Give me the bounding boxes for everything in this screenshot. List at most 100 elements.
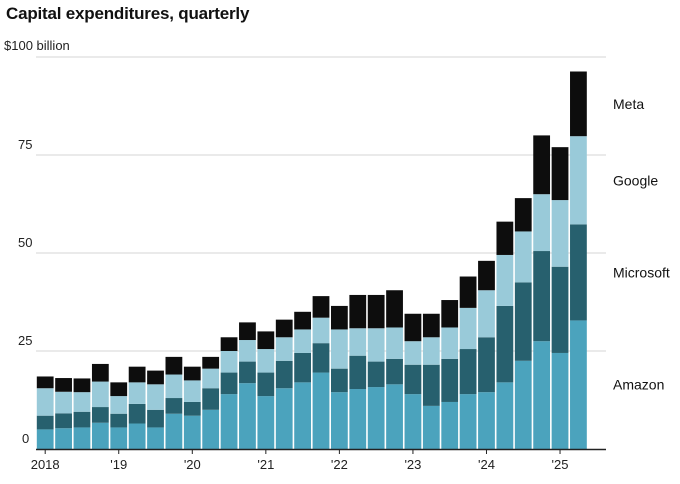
- bar-microsoft: [312, 343, 330, 373]
- y-tick-label: 75: [18, 137, 32, 152]
- bar-meta: [36, 376, 54, 389]
- bar-meta: [422, 313, 440, 338]
- bar-microsoft: [73, 411, 91, 428]
- bar-google: [330, 329, 348, 369]
- bar-microsoft: [422, 364, 440, 406]
- bar-microsoft: [349, 355, 367, 390]
- bar-meta: [386, 290, 403, 328]
- bar-amazon: [147, 427, 164, 449]
- bar-amazon: [36, 429, 54, 449]
- bar-amazon: [73, 427, 91, 449]
- bar-google: [422, 337, 440, 365]
- bar-amazon: [533, 341, 551, 449]
- bar-google: [202, 368, 220, 389]
- y-tick-label: 25: [18, 333, 32, 348]
- x-tick-label: '21: [257, 457, 274, 472]
- bar-microsoft: [478, 337, 495, 393]
- bar-meta: [183, 366, 201, 381]
- bar-microsoft: [294, 352, 312, 383]
- bar-google: [478, 290, 495, 338]
- bar-meta: [570, 71, 587, 137]
- bar-microsoft: [551, 266, 569, 353]
- x-tick-label: '20: [184, 457, 201, 472]
- bar-google: [147, 384, 164, 410]
- bar-google: [294, 329, 312, 353]
- bar-amazon: [570, 320, 587, 449]
- bar-meta: [128, 366, 146, 383]
- bar-meta: [441, 300, 459, 328]
- bar-meta: [110, 382, 128, 397]
- bar-amazon: [496, 382, 514, 449]
- bar-amazon: [183, 415, 201, 449]
- bar-amazon: [404, 394, 422, 449]
- bar-meta: [220, 337, 238, 351]
- bar-microsoft: [459, 349, 477, 395]
- x-tick-label: '25: [552, 457, 569, 472]
- bar-microsoft: [128, 403, 146, 424]
- bar-amazon: [91, 422, 109, 449]
- bar-amazon: [220, 394, 238, 449]
- bar-meta: [312, 296, 330, 318]
- bar-meta: [496, 221, 514, 255]
- x-tick-label: 2018: [31, 457, 60, 472]
- bar-microsoft: [91, 407, 109, 423]
- bar-amazon: [312, 372, 330, 449]
- bar-amazon: [422, 405, 440, 449]
- bar-meta: [330, 305, 348, 330]
- y-unit-label: $100 billion: [4, 38, 70, 53]
- bar-amazon: [128, 423, 146, 449]
- bar-meta: [404, 313, 422, 342]
- bar-meta: [459, 276, 477, 308]
- bar-meta: [165, 356, 183, 375]
- bar-google: [349, 328, 367, 356]
- bar-google: [165, 374, 183, 399]
- x-tick-label: '19: [110, 457, 127, 472]
- bar-amazon: [330, 392, 348, 449]
- bar-microsoft: [275, 360, 293, 389]
- bar-google: [257, 349, 275, 373]
- bar-microsoft: [404, 364, 422, 395]
- x-axis: 2018 '19 '20 '21 '22 '23 '24 '25: [31, 448, 606, 472]
- legend-microsoft: Microsoft: [613, 264, 670, 280]
- y-tick-label: 0: [22, 431, 29, 446]
- bar-microsoft: [257, 372, 275, 397]
- bar-google: [55, 391, 72, 414]
- bar-meta: [367, 294, 385, 329]
- bar-amazon: [551, 352, 569, 449]
- bar-meta: [478, 260, 495, 291]
- bar-google: [404, 341, 422, 365]
- bar-meta: [551, 147, 569, 201]
- bar-google: [312, 317, 330, 344]
- bar-amazon: [514, 360, 532, 449]
- bar-amazon: [459, 394, 477, 449]
- bar-google: [220, 351, 238, 373]
- bar-google: [441, 327, 459, 359]
- legend-amazon: Amazon: [613, 377, 664, 393]
- bar-microsoft: [570, 224, 587, 321]
- bar-amazon: [257, 396, 275, 449]
- bar-microsoft: [165, 398, 183, 414]
- bar-microsoft: [110, 413, 128, 428]
- bar-meta: [73, 378, 91, 393]
- bar-microsoft: [330, 368, 348, 393]
- bar-meta: [147, 370, 164, 385]
- bar-google: [183, 380, 201, 402]
- bar-microsoft: [202, 388, 220, 410]
- bar-google: [459, 307, 477, 350]
- bar-microsoft: [220, 372, 238, 395]
- bar-amazon: [165, 413, 183, 449]
- legend-meta: Meta: [613, 96, 644, 112]
- bar-amazon: [367, 387, 385, 449]
- bar-microsoft: [239, 361, 256, 384]
- bar-amazon: [202, 409, 220, 449]
- x-tick-label: '23: [404, 457, 421, 472]
- bar-microsoft: [36, 415, 54, 430]
- bar-segments: [36, 71, 587, 449]
- bar-amazon: [349, 389, 367, 449]
- bar-meta: [349, 294, 367, 329]
- bar-amazon: [386, 384, 403, 449]
- bar-google: [386, 327, 403, 359]
- legend: Amazon Microsoft Google Meta: [613, 96, 670, 393]
- bar-google: [514, 231, 532, 283]
